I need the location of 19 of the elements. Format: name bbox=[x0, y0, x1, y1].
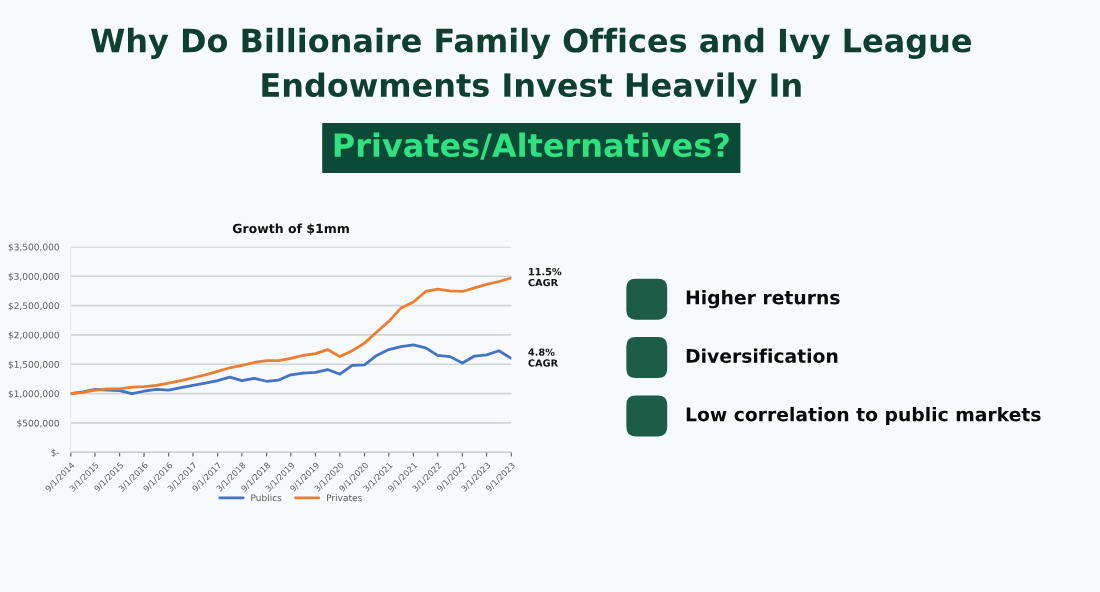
y-tick-label: $1,500,000 bbox=[8, 360, 60, 370]
text: Privates/Alternatives? bbox=[334, 132, 729, 160]
y-tick-label: $2,500,000 bbox=[8, 302, 60, 311]
y-tick-label: $- bbox=[51, 448, 60, 458]
y-tick-label: $2,000,000 bbox=[8, 331, 60, 340]
text: Low correlation to public markets bbox=[686, 406, 1041, 426]
chart-title: Growth of $1mm bbox=[232, 223, 349, 235]
line-series bbox=[70, 276, 512, 395]
text: Higher returns bbox=[686, 290, 840, 309]
legend-label: Privates bbox=[326, 494, 362, 502]
text: Diversification bbox=[686, 348, 838, 364]
y-tick-label: $3,500,000 bbox=[8, 243, 60, 252]
annotation: 4.8% CAGR bbox=[528, 348, 558, 367]
annotation: 11.5% CAGR bbox=[528, 267, 562, 287]
legend-label: Publics bbox=[251, 494, 282, 502]
y-tick-label: $1,000,000 bbox=[8, 390, 60, 399]
y-tick-label: $3,000,000 bbox=[8, 272, 60, 281]
y-tick-label: $500,000 bbox=[17, 419, 60, 428]
text: Why Do Billionaire Family Offices and Ivy League Endowments Invest Heavily In bbox=[91, 27, 971, 104]
